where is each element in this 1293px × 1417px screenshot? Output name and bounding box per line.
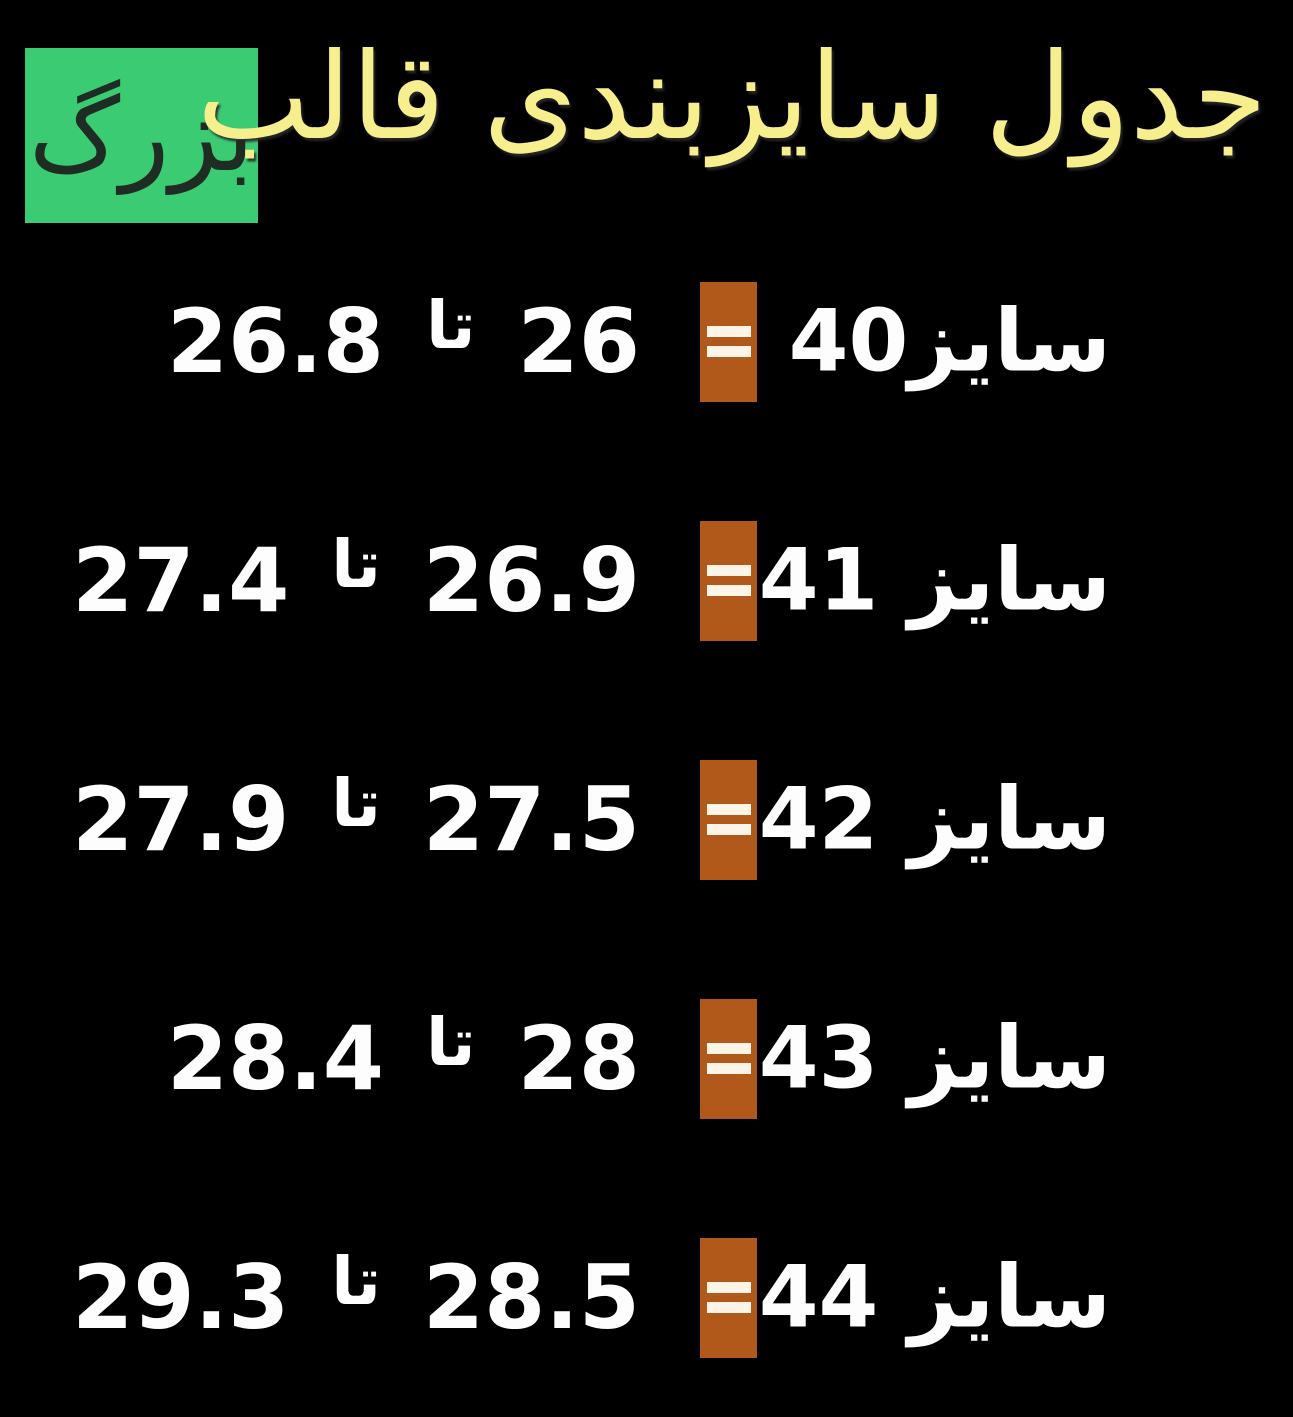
equals-bar-bottom	[706, 346, 751, 357]
table-row: سایز 44 28.5 تا 29.3	[0, 1178, 1293, 1417]
range-to: 27.9	[72, 767, 290, 871]
size-label: سایز 42	[758, 768, 1111, 869]
equals-icon	[700, 759, 757, 880]
table-row: سایز 43 28 تا 28.4	[0, 939, 1293, 1178]
equals-bar-bottom	[706, 585, 751, 596]
range-separator: تا	[331, 764, 381, 842]
range-from: 26.9	[422, 528, 640, 632]
size-range: 26 تا 26.8	[166, 289, 640, 393]
size-label: سایز 43	[758, 1007, 1111, 1108]
equals-icon	[700, 998, 757, 1119]
size-label: سایز40	[788, 290, 1111, 391]
range-from: 26	[517, 289, 640, 393]
table-row: سایز 42 27.5 تا 27.9	[0, 700, 1293, 939]
equals-bar-bottom	[706, 1063, 751, 1074]
equals-bar-top	[706, 804, 751, 815]
size-range: 28 تا 28.4	[166, 1006, 640, 1110]
range-to: 28.4	[166, 1006, 384, 1110]
header: بزرگ جدول سایزبندی قالب	[0, 0, 1293, 232]
range-to: 26.8	[166, 289, 384, 393]
table-row: سایز 41 26.9 تا 27.4	[0, 461, 1293, 700]
range-to: 29.3	[72, 1245, 290, 1349]
size-label: سایز 41	[758, 529, 1111, 630]
equals-bar-top	[706, 326, 751, 337]
size-range: 28.5 تا 29.3	[72, 1245, 640, 1349]
size-category-badge: بزرگ	[25, 48, 258, 223]
range-separator: تا	[331, 525, 381, 603]
range-from: 28	[517, 1006, 640, 1110]
equals-bar-bottom	[706, 824, 751, 835]
equals-icon	[700, 520, 757, 641]
infographic-canvas: { "header": { "title": "جدول سایزبندی قا…	[0, 0, 1293, 1358]
equals-bar-top	[706, 565, 751, 576]
range-from: 28.5	[422, 1245, 640, 1349]
page-title: جدول سایزبندی قالب	[196, 28, 1267, 167]
equals-icon	[700, 281, 757, 402]
equals-bar-bottom	[706, 1302, 751, 1313]
size-range: 27.5 تا 27.9	[72, 767, 640, 871]
range-separator: تا	[425, 286, 476, 364]
range-separator: تا	[331, 1242, 381, 1320]
size-table: سایز40 26 تا 26.8 سایز 41 26.9 تا 27.4 س…	[0, 222, 1293, 1417]
badge-label: بزرگ	[28, 75, 255, 195]
table-row: سایز40 26 تا 26.8	[0, 222, 1293, 461]
range-separator: تا	[425, 1003, 476, 1081]
size-label: سایز 44	[758, 1246, 1111, 1347]
size-range: 26.9 تا 27.4	[72, 528, 640, 632]
equals-icon	[700, 1237, 757, 1358]
equals-bar-top	[706, 1282, 751, 1293]
range-from: 27.5	[422, 767, 640, 871]
equals-bar-top	[706, 1043, 751, 1054]
range-to: 27.4	[72, 528, 290, 632]
